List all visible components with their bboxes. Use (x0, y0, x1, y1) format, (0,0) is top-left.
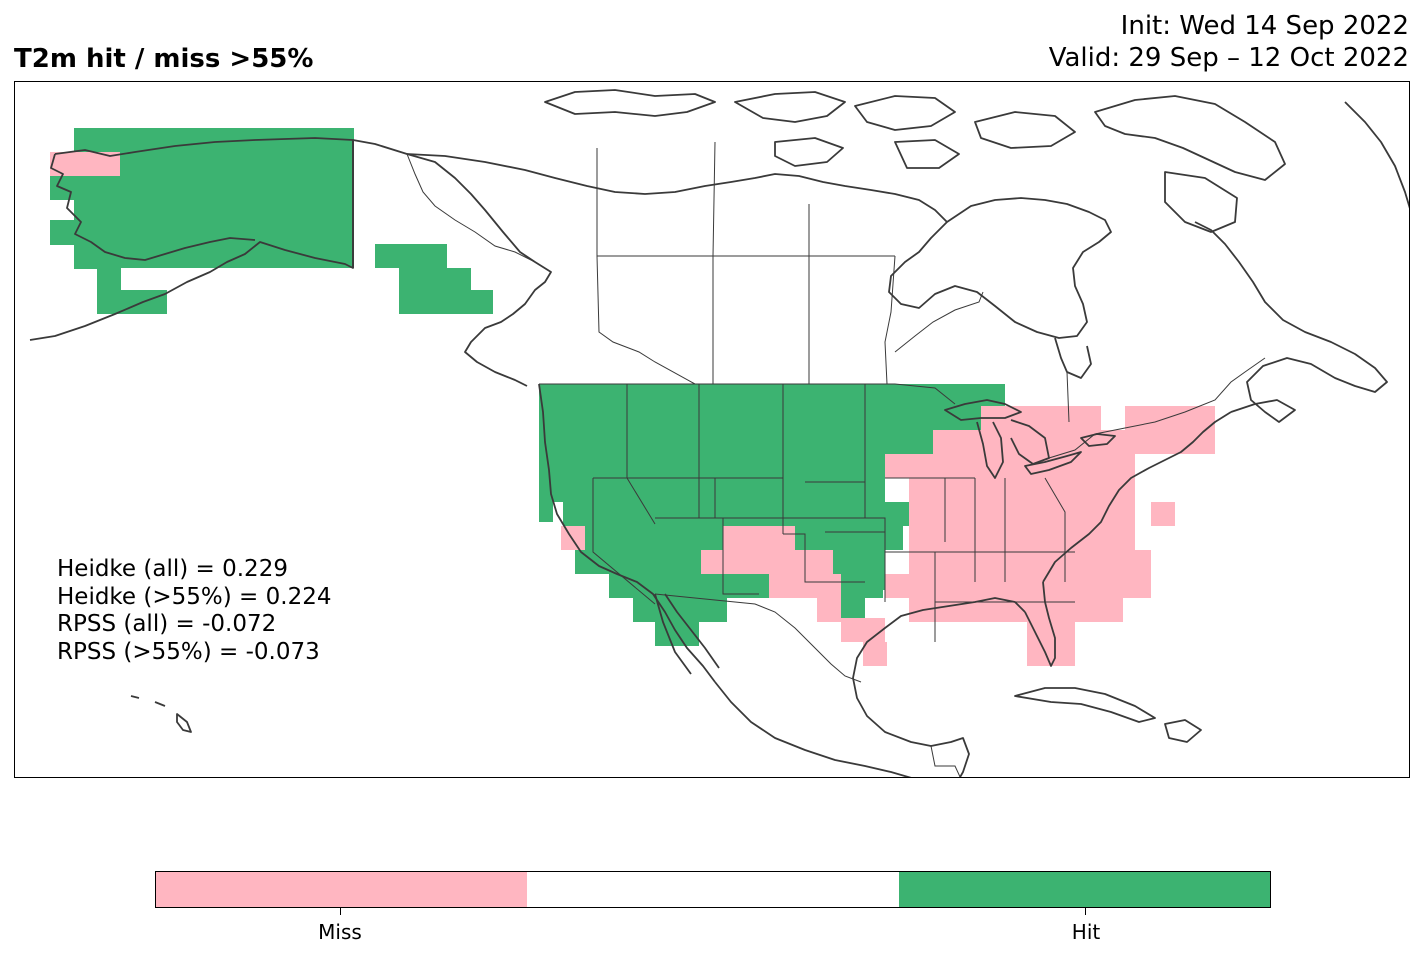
northern-us-hit (539, 384, 1005, 454)
canada-east-coast (1194, 221, 1388, 423)
map-panel (14, 81, 1410, 778)
new-england-miss (1125, 406, 1215, 430)
valid-period: Valid: 29 Sep – 12 Oct 2022 (1048, 43, 1409, 73)
alaska-west-hit (50, 176, 110, 200)
greenland-coast (1344, 101, 1409, 209)
forecast-cells (50, 128, 1215, 666)
heidke-all-score: Heidke (all) = 0.229 (57, 556, 288, 582)
lake-superior (944, 399, 1022, 421)
init-date: Init: Wed 14 Sep 2022 (1120, 11, 1409, 41)
west-hit-2 (563, 502, 909, 526)
new-mexico-miss-2 (701, 550, 833, 574)
texas-central-miss-2 (841, 618, 885, 642)
rpss-all-score: RPSS (all) = -0.072 (57, 611, 277, 637)
heidke-55-score: Heidke (>55%) = 0.224 (57, 583, 332, 610)
alaska-peninsula-hit (97, 268, 121, 292)
missouri-miss (909, 478, 933, 574)
coastlines (29, 89, 1409, 777)
northern-tier-hit (539, 454, 933, 478)
canada-west-coast (352, 139, 552, 387)
north-america-map (29, 89, 1409, 777)
hawaii-coast (130, 695, 192, 733)
panhandle-hit-2 (399, 268, 471, 292)
alaska-southwest-hit (50, 220, 74, 245)
forecast-dates: Init: Wed 14 Sep 2022 Valid: 29 Sep – 12… (1049, 10, 1409, 74)
map-title: T2m hit / miss >55% (14, 44, 314, 74)
aleutian-hit (97, 290, 167, 314)
carolina-coast-miss (1121, 550, 1151, 598)
baja-coast (654, 593, 720, 675)
hudson-bay-coast (888, 197, 1112, 339)
arctic-islands (544, 89, 1286, 233)
lake-michigan (976, 421, 1004, 479)
colorbar-miss-segment (156, 872, 528, 907)
iowa-miss (885, 454, 909, 478)
colorbar (155, 871, 1271, 908)
colorbar-hit-segment (898, 872, 1270, 907)
cuba-coast (1014, 687, 1156, 723)
political-borders (406, 141, 1266, 777)
us-canada-border (539, 357, 1266, 459)
panhandle-hit-3 (399, 290, 423, 314)
us-west-coast (538, 383, 716, 683)
us-mexico-border (654, 593, 862, 683)
texas-south-miss (863, 642, 887, 666)
new-jersey-miss (1151, 502, 1175, 526)
alaska-hit-block (74, 128, 354, 268)
new-mexico-miss-1 (723, 526, 795, 550)
california-coast-miss (561, 526, 585, 550)
lake-erie (1024, 451, 1082, 475)
colorbar-neutral-segment (527, 872, 899, 907)
colorbar-miss-label: Miss (318, 920, 362, 944)
washington-coast-hit (539, 478, 553, 522)
colorbar-hit-tick (1085, 908, 1086, 915)
canada-province-borders (406, 141, 1070, 423)
maine-miss (1165, 430, 1215, 454)
colorbar-hit-label: Hit (1071, 920, 1101, 944)
rpss-55-score: RPSS (>55%) = -0.073 (57, 638, 320, 665)
skill-scores: Heidke (all) = 0.229 Heidke (>55%) = 0.2… (57, 556, 331, 666)
florida-coast (1024, 581, 1056, 667)
texas-north-hit (841, 598, 865, 618)
mexico-pacific-coast (714, 681, 912, 777)
gulf-coast (852, 597, 1026, 777)
colorbar-miss-tick (340, 908, 341, 915)
texas-central-miss-1 (817, 598, 841, 622)
alaska-coast (29, 137, 354, 341)
southwest-hit-3 (633, 598, 727, 622)
florida-miss-2 (1027, 642, 1075, 666)
us-state-borders (592, 384, 1075, 642)
arctic-coast (406, 153, 948, 223)
alaska-south-hit (74, 245, 98, 269)
hispaniola-coast (1164, 719, 1202, 743)
james-bay-coast (1054, 337, 1092, 379)
panhandle-hit-1 (375, 244, 447, 268)
central-america-borders (930, 745, 961, 777)
panhandle-hit-4 (423, 290, 493, 314)
us-east-coast (1042, 411, 1232, 583)
